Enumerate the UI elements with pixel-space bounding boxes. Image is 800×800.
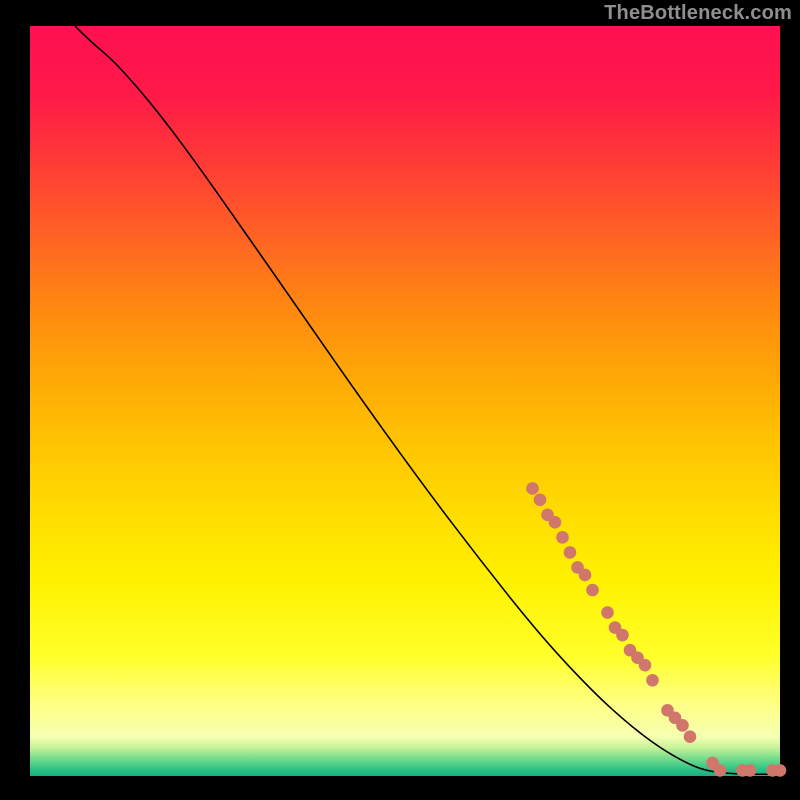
data-marker	[534, 493, 547, 506]
data-marker	[549, 516, 562, 529]
data-marker	[639, 659, 652, 672]
data-marker	[684, 730, 697, 743]
data-marker	[579, 569, 592, 582]
plot-area	[30, 26, 780, 778]
data-marker	[714, 764, 727, 777]
watermark-label: TheBottleneck.com	[604, 2, 792, 25]
data-marker	[564, 546, 577, 559]
data-marker	[586, 584, 599, 597]
data-marker	[616, 629, 629, 642]
data-marker	[601, 606, 614, 619]
data-marker	[526, 482, 539, 495]
data-marker	[774, 764, 787, 777]
data-marker	[646, 674, 659, 687]
data-marker	[744, 764, 757, 777]
chart-canvas: TheBottleneck.com	[0, 0, 800, 800]
markers-layer	[30, 26, 780, 778]
data-marker	[556, 531, 569, 544]
data-marker	[676, 719, 689, 732]
